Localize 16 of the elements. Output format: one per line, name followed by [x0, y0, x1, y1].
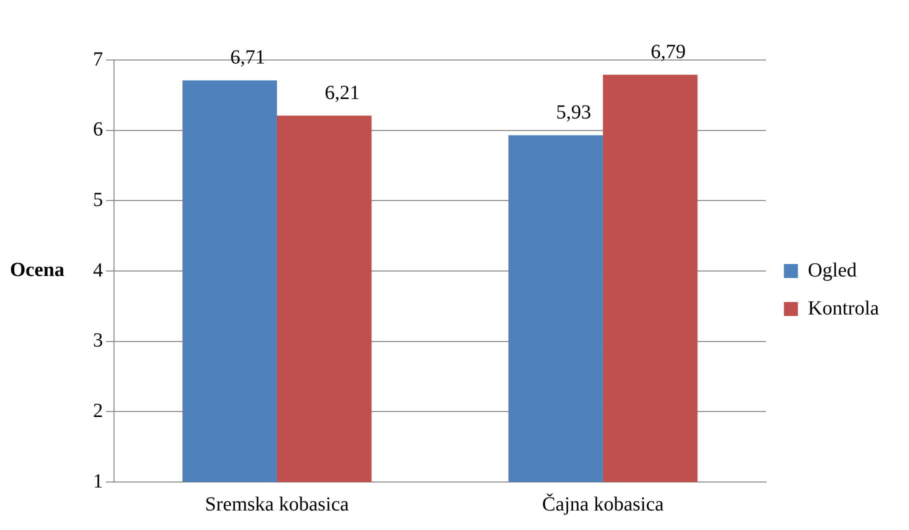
y-tick-label: 3: [93, 330, 103, 352]
data-label: 6,21: [324, 82, 360, 104]
y-tick-label: 4: [93, 259, 103, 282]
y-axis-title: Ocena: [10, 259, 64, 282]
y-tick-label: 7: [93, 48, 103, 70]
data-label: 5,93: [556, 102, 592, 124]
y-tick-label: 1: [93, 470, 103, 492]
x-tick-label: Čajna kobasica: [542, 492, 664, 516]
legend-label: Ogled: [808, 259, 857, 282]
x-tick-label: Sremska kobasica: [205, 493, 350, 516]
data-label: 6,79: [650, 41, 686, 64]
data-label: 6,71: [230, 46, 266, 69]
y-tick-label: 6: [93, 118, 103, 141]
y-tick-label: 2: [93, 400, 103, 422]
legend-label: Kontrola: [808, 297, 880, 320]
y-tick-label: 5: [93, 188, 103, 211]
